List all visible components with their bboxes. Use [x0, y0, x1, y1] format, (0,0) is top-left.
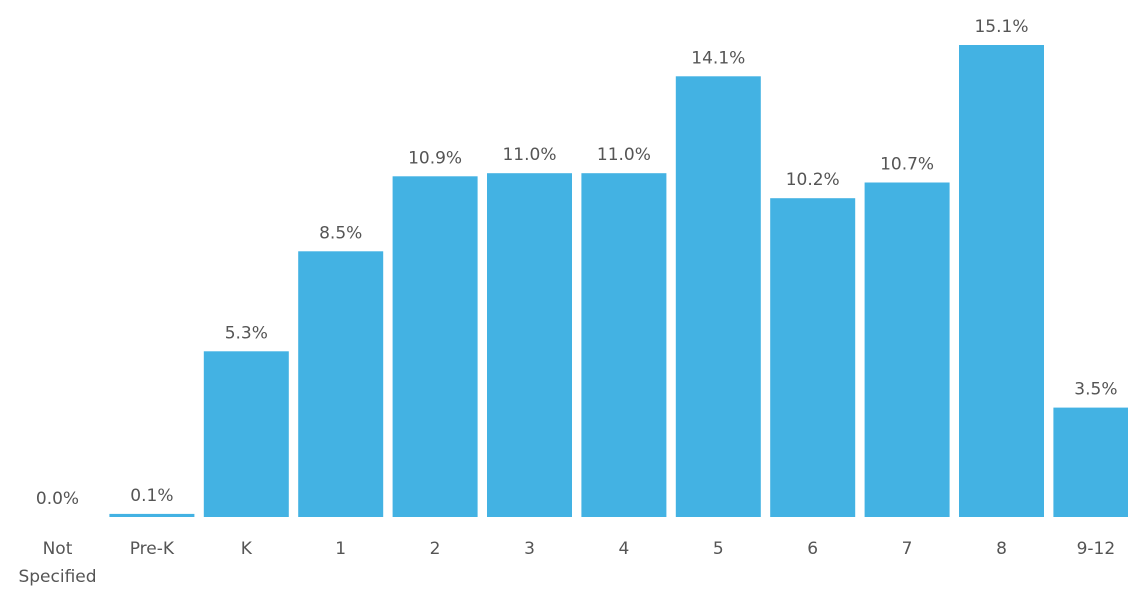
category-label-line: K	[241, 539, 253, 559]
value-label-5: 11.0%	[502, 145, 556, 165]
value-label-3: 8.5%	[319, 223, 362, 243]
bars-layer	[109, 45, 1128, 518]
value-label-4: 10.9%	[408, 148, 462, 168]
category-label-5: 3	[524, 539, 535, 559]
bar-1	[109, 513, 195, 517]
bar-5	[487, 173, 572, 517]
category-label-3: 1	[335, 539, 346, 559]
category-label-6: 4	[618, 539, 629, 559]
bar-4	[392, 176, 478, 518]
category-label-8: 6	[807, 539, 818, 559]
category-label-line: Pre-K	[130, 539, 175, 559]
category-label-line: 5	[713, 539, 724, 559]
bar-11	[1053, 407, 1128, 517]
category-label-2: K	[241, 539, 253, 559]
category-label-7: 5	[713, 539, 724, 559]
category-label-line: 1	[335, 539, 346, 559]
bar-8	[770, 198, 856, 517]
value-label-6: 11.0%	[597, 145, 651, 165]
category-label-line: 8	[996, 539, 1007, 559]
category-label-1: Pre-K	[130, 539, 175, 559]
category-label-0: Not Specified	[18, 539, 96, 587]
category-label-line: 2	[430, 539, 441, 559]
value-label-10: 15.1%	[974, 17, 1028, 37]
value-label-9: 10.7%	[880, 155, 934, 175]
value-label-0: 0.0%	[36, 489, 79, 509]
bar-9	[864, 182, 950, 517]
value-label-11: 3.5%	[1074, 380, 1117, 400]
category-label-4: 2	[430, 539, 441, 559]
value-labels-layer: 0.0% 0.1% 5.3% 8.5% 10.9% 11.0% 11.0% 14.1% 10.2…	[36, 17, 1118, 509]
value-label-1: 0.1%	[130, 486, 173, 506]
bar-3	[298, 251, 384, 518]
category-label-line: 3	[524, 539, 535, 559]
category-label-9: 7	[902, 539, 913, 559]
value-label-2: 5.3%	[225, 323, 268, 343]
category-label-10: 8	[996, 539, 1007, 559]
value-label-8: 10.2%	[786, 170, 840, 190]
category-label-line: 9-12	[1077, 539, 1116, 559]
bar-2	[203, 351, 289, 517]
category-label-line: 4	[618, 539, 629, 559]
category-label-line: Not	[43, 539, 73, 559]
bar-7	[675, 76, 761, 518]
value-label-7: 14.1%	[691, 48, 745, 68]
bar-6	[581, 173, 667, 517]
bar-10	[959, 45, 1044, 517]
category-label-line: 7	[902, 539, 913, 559]
category-labels-layer: Not Specified Pre-K K 1 2 3 4 5 6 7 8 9-12	[18, 539, 1115, 587]
category-label-line: 6	[807, 539, 818, 559]
category-label-11: 9-12	[1077, 539, 1116, 559]
category-label-line: Specified	[18, 567, 96, 587]
